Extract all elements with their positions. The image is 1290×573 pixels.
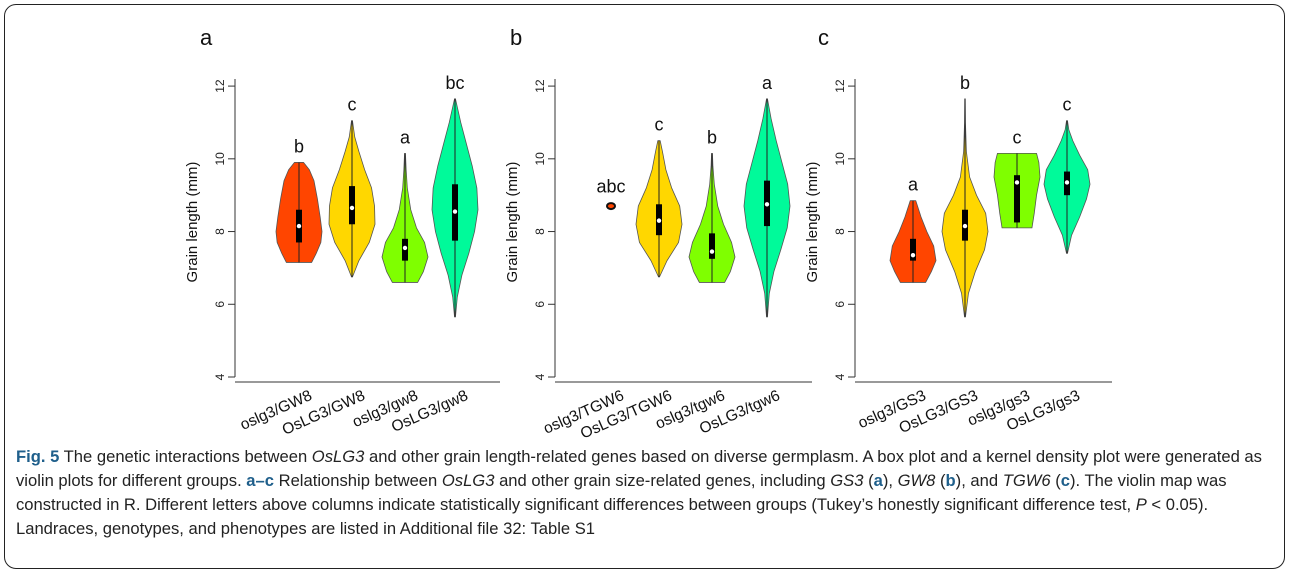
y-tick-label: 10 [533, 152, 547, 166]
panel-label: c [818, 25, 829, 50]
caption-panel-ref: a–c [246, 471, 274, 490]
significance-letter: bc [445, 73, 464, 93]
caption-panel-ref: c [1060, 471, 1071, 490]
violin-median [709, 249, 715, 254]
y-tick-label: 6 [533, 301, 547, 308]
significance-letter: c [1013, 127, 1022, 147]
violin-median [1014, 180, 1020, 185]
caption-text: The genetic interactions between [59, 447, 312, 466]
caption-text: ), [882, 471, 898, 490]
violin-median [764, 202, 770, 207]
y-tick-label: 12 [833, 79, 847, 93]
violin-median [962, 223, 968, 229]
y-tick-label: 4 [533, 373, 547, 380]
y-tick-label: 8 [833, 228, 847, 235]
violin-median [349, 205, 355, 211]
y-tick-label: 4 [213, 373, 227, 380]
significance-letter: c [655, 115, 664, 135]
significance-letter: a [908, 175, 919, 195]
y-tick-label: 12 [213, 79, 227, 93]
violin-median [656, 218, 662, 223]
caption-text: ( [1050, 471, 1061, 490]
violin-median [1064, 180, 1070, 185]
caption-pvalue: P [1135, 495, 1147, 514]
figure-frame [4, 4, 1285, 569]
significance-letter: c [348, 95, 357, 115]
caption-panel-ref: a [873, 471, 883, 490]
caption-gene: TGW6 [1002, 471, 1051, 490]
violin-body [606, 202, 616, 211]
y-axis-label: Grain length (mm) [184, 162, 201, 283]
violin-box [349, 186, 355, 225]
caption-text: ( [935, 471, 946, 490]
y-tick-label: 4 [833, 373, 847, 380]
caption-panel-ref: b [945, 471, 956, 490]
violin-median [910, 252, 916, 258]
panel-label: a [200, 25, 213, 50]
y-tick-label: 8 [213, 228, 227, 235]
caption-gene: OsLG3 [441, 471, 495, 490]
significance-letter: a [762, 73, 773, 93]
y-tick-label: 6 [213, 301, 227, 308]
violin-median [402, 245, 408, 251]
figure-caption: Fig. 5 The genetic interactions between … [16, 445, 1278, 541]
y-tick-label: 6 [833, 301, 847, 308]
caption-text: ( [863, 471, 874, 490]
caption-text: and other grain length-related genes bas… [16, 447, 1262, 490]
y-tick-label: 12 [533, 79, 547, 93]
figure-label: Fig. 5 [16, 447, 60, 466]
caption-text: and other grain size-related genes, incl… [494, 471, 831, 490]
y-tick-label: 8 [533, 228, 547, 235]
y-tick-label: 10 [833, 152, 847, 166]
significance-letter: c [1063, 95, 1072, 115]
y-axis-label: Grain length (mm) [504, 162, 521, 283]
violin-box [910, 238, 916, 261]
caption-gene: OsLG3 [311, 447, 365, 466]
violin-median [452, 209, 458, 214]
violin-box [1014, 175, 1020, 223]
caption-gene: GS3 [830, 471, 864, 490]
caption-text: Relationship between [273, 471, 442, 490]
violin-median [296, 223, 302, 229]
caption-gene: GW8 [897, 471, 936, 490]
significance-letter: abc [596, 176, 625, 196]
significance-letter: b [960, 73, 970, 93]
panel-label: b [510, 25, 522, 50]
caption-text: ), and [955, 471, 1003, 490]
significance-letter: b [707, 127, 717, 147]
y-axis-label: Grain length (mm) [804, 162, 821, 283]
caption-text: ). The violin map was constructed in R. … [16, 471, 1227, 514]
significance-letter: a [400, 127, 411, 147]
y-tick-label: 10 [213, 152, 227, 166]
caption-text: < 0.05). Landraces, genotypes, and pheno… [16, 495, 1209, 538]
violin-box [709, 233, 715, 259]
significance-letter: b [294, 136, 304, 156]
